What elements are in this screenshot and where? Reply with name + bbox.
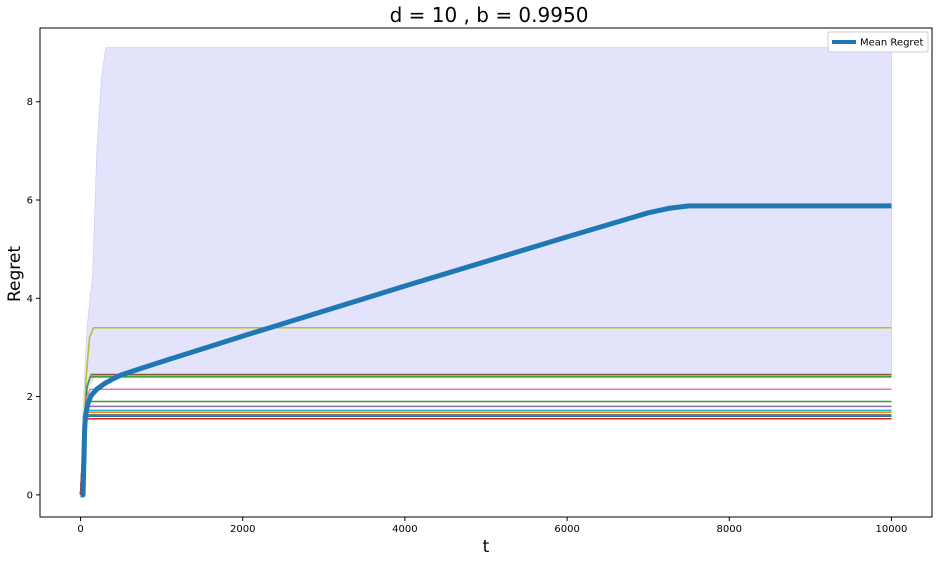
x-tick-label: 2000 — [230, 524, 255, 535]
x-tick-label: 6000 — [554, 524, 579, 535]
y-tick-label: 2 — [27, 392, 33, 403]
y-tick-label: 8 — [27, 97, 33, 108]
y-axis-label: Regret — [5, 246, 25, 302]
legend-box — [827, 31, 929, 53]
axes: 0 2000 4000 6000 8000 10000 0 2 4 6 8 — [27, 27, 933, 535]
x-tick-label: 10000 — [876, 524, 908, 535]
y-tick-label: 6 — [27, 196, 33, 207]
mean-regret-line — [80, 203, 892, 498]
y-tick-label: 0 — [27, 490, 33, 501]
x-tick-label: 8000 — [717, 524, 742, 535]
legend-label-mean-regret: Mean Regret — [860, 38, 923, 49]
x-axis-label: t — [483, 537, 490, 557]
x-tick-label: 0 — [77, 524, 83, 535]
x-tick-label: 4000 — [392, 524, 417, 535]
legend: Mean Regret — [827, 31, 929, 53]
axes-frame — [39, 27, 933, 518]
chart-title: d = 10 , b = 0.9950 — [390, 3, 589, 27]
plot-area — [79, 47, 892, 498]
y-tick-label: 4 — [27, 294, 33, 305]
